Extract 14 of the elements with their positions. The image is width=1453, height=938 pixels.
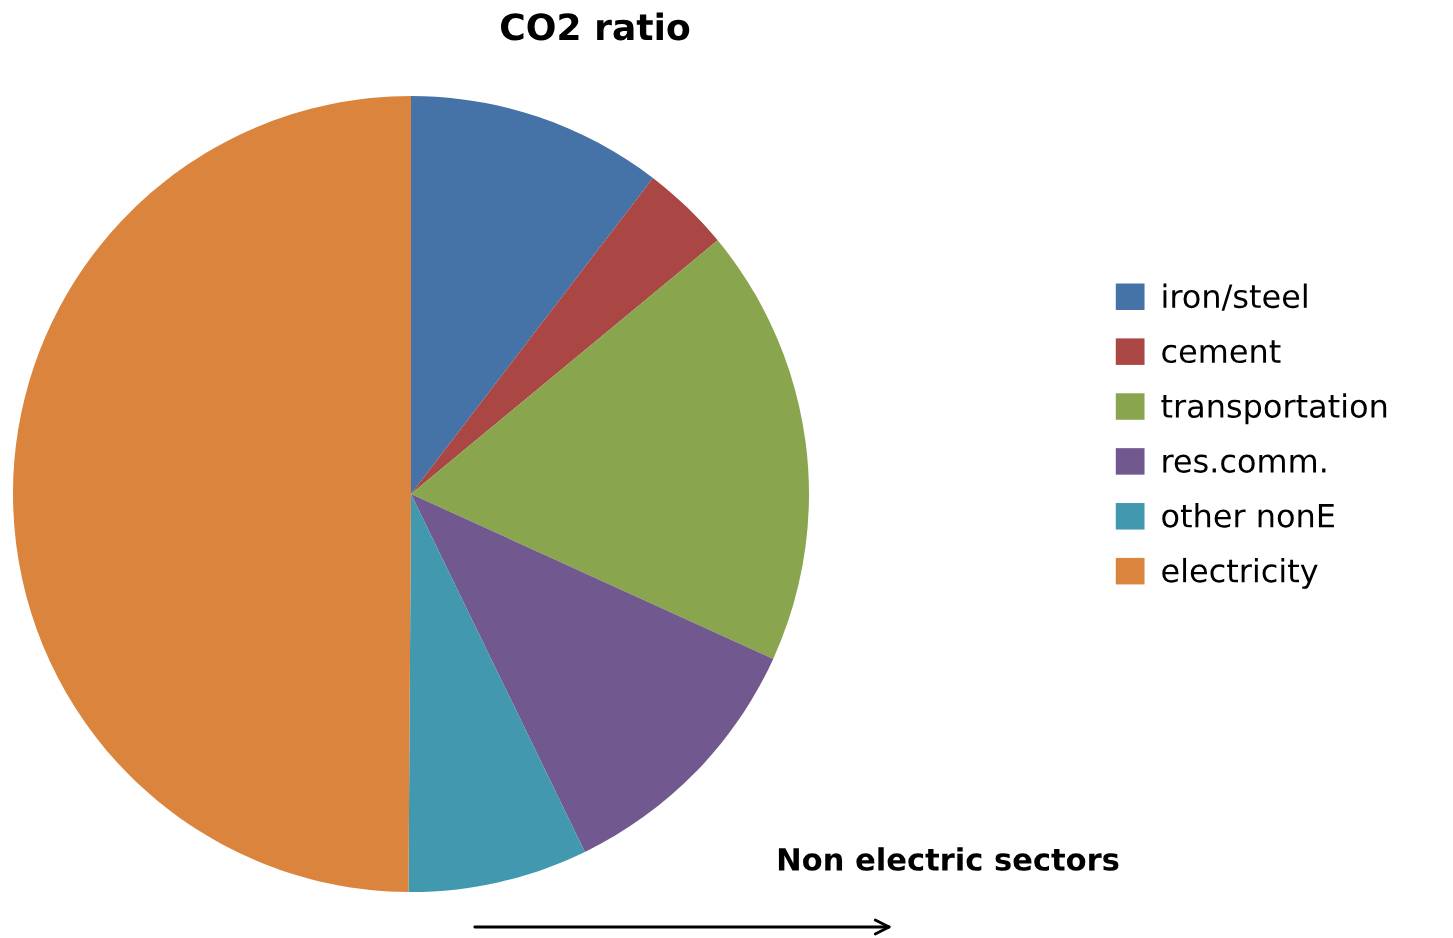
pie-slice: [13, 96, 411, 892]
pie-slice: [408, 494, 585, 892]
pie-slice: [411, 177, 718, 494]
text: Non electric sectors: [778, 847, 1119, 871]
pie-slice: [411, 494, 774, 852]
pie-slice: [411, 240, 809, 659]
legend-label: transportation: [1161, 393, 1387, 425]
legend-label: res.comm.: [1163, 454, 1326, 473]
legend-label: iron/steel: [1163, 283, 1307, 311]
pie-slice: [411, 96, 653, 494]
legend-label: cement: [1162, 340, 1281, 364]
legend-label: electricity: [1162, 557, 1318, 589]
legend-label: other nonE: [1162, 503, 1334, 528]
chart-title: CO2 ratio: [501, 12, 690, 41]
